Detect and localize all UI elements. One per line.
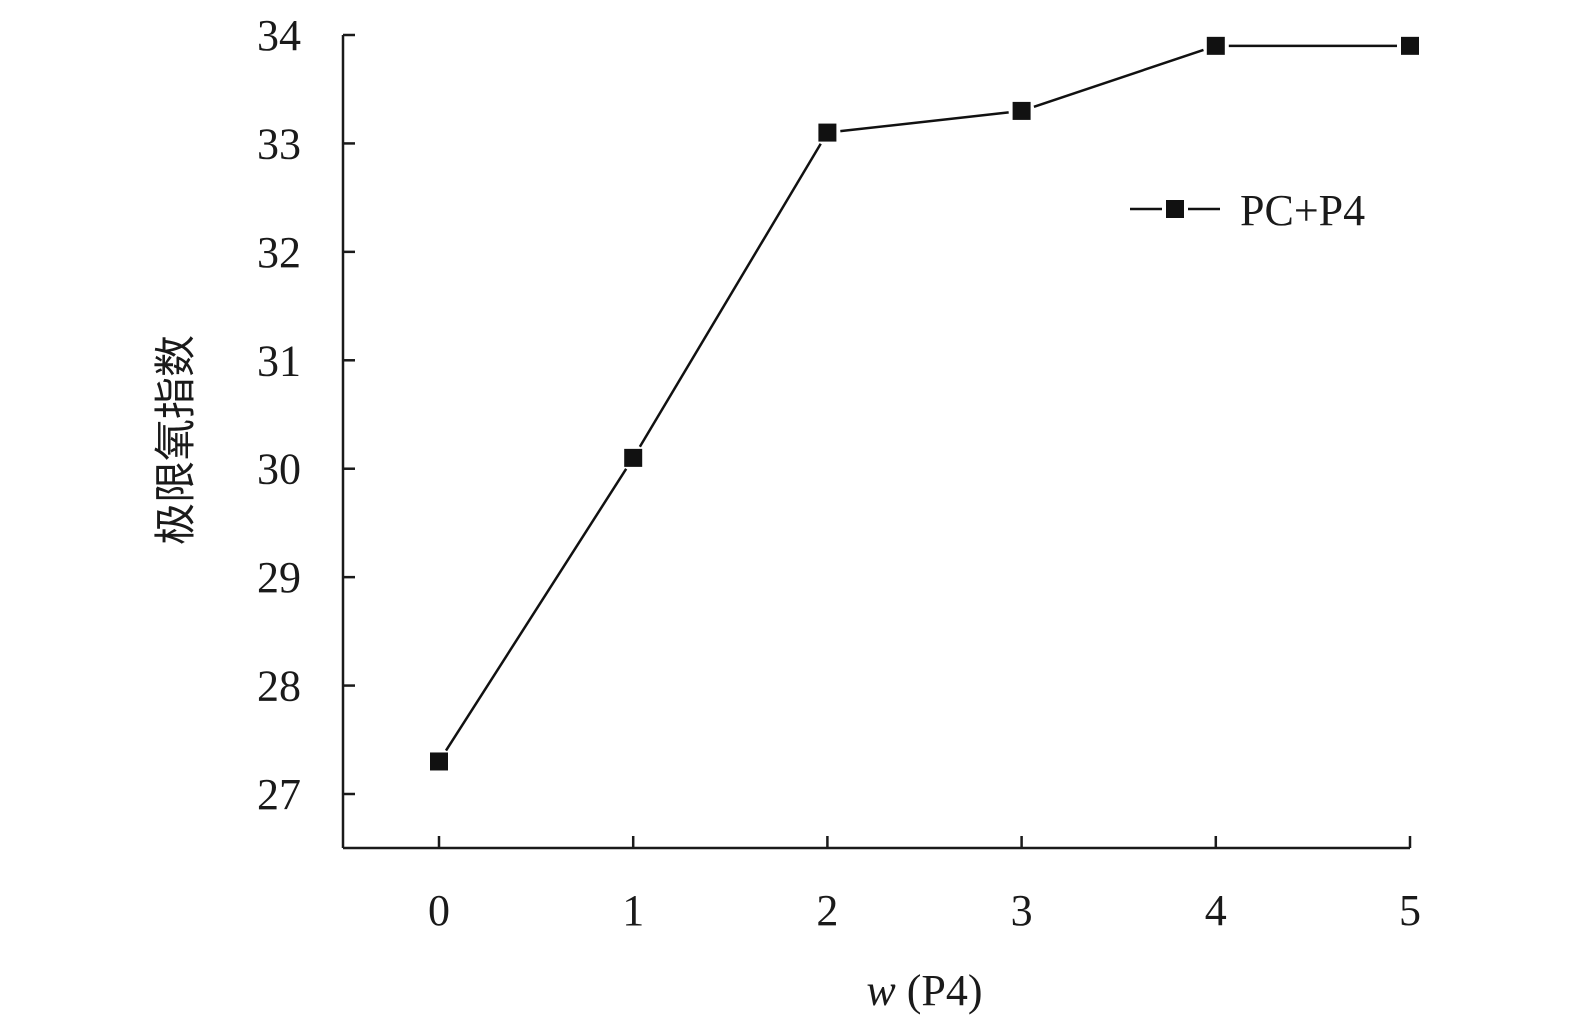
x-tick-label: 1 — [622, 886, 644, 935]
series-line-segment — [840, 111, 1009, 133]
y-ticks: 27 28 29 30 31 32 33 34 — [257, 11, 355, 819]
y-tick-label: 30 — [257, 445, 301, 494]
x-axis-title: w (P4) — [866, 966, 982, 1015]
x-tick-label: 2 — [816, 886, 838, 935]
x-tick-label: 4 — [1205, 886, 1227, 935]
y-tick-label: 28 — [257, 662, 301, 711]
x-tick-label: 3 — [1011, 886, 1033, 935]
x-axis-title-var: w — [866, 966, 896, 1015]
data-point — [624, 448, 643, 467]
x-axis-title-rest: (P4) — [896, 966, 983, 1015]
series-line-segment — [638, 143, 822, 448]
y-tick-label: 33 — [257, 119, 301, 168]
y-tick-label: 34 — [257, 11, 301, 60]
series-line-segment — [444, 468, 628, 752]
legend-label: PC+P4 — [1240, 186, 1365, 235]
legend-marker — [1166, 200, 1184, 218]
series-layer — [430, 36, 1419, 771]
y-tick-label: 27 — [257, 770, 301, 819]
series-line-segment — [1033, 48, 1204, 108]
axes — [341, 35, 1410, 850]
data-point — [1012, 101, 1031, 120]
y-tick-label: 29 — [257, 553, 301, 602]
x-tick-label: 0 — [428, 886, 450, 935]
data-point — [1206, 36, 1225, 55]
y-tick-label: 31 — [257, 336, 301, 385]
y-axis-title: 极限氧指数 — [151, 335, 200, 545]
x-ticks: 0 1 2 3 4 5 — [428, 836, 1421, 935]
y-tick-label: 32 — [257, 228, 301, 277]
legend: PC+P4 — [1130, 186, 1365, 235]
data-point — [430, 752, 448, 771]
x-tick-label: 5 — [1399, 886, 1421, 935]
data-point — [818, 123, 837, 142]
data-point — [1401, 36, 1419, 55]
